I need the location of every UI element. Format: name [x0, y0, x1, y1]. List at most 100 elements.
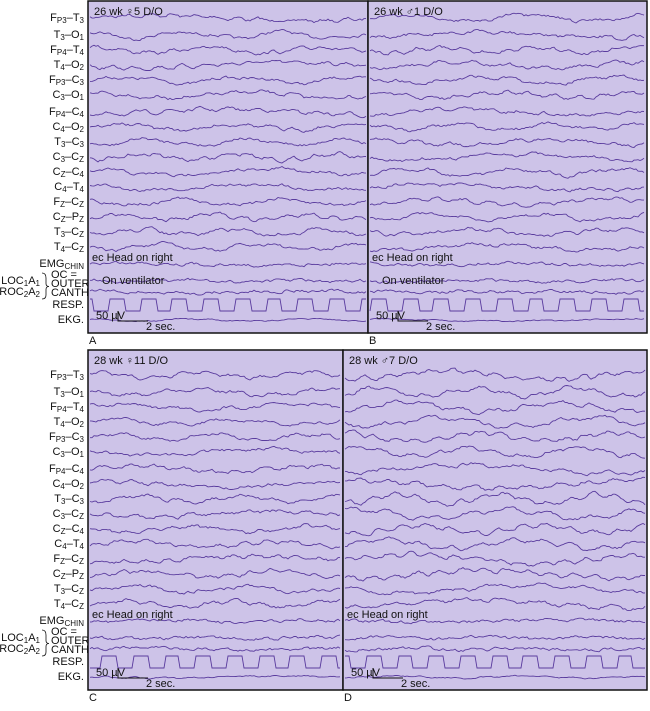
label-part: Z: [79, 557, 84, 566]
eeg-trace: [369, 289, 645, 295]
bracket-note: OC =: [51, 626, 77, 638]
label-part: F: [49, 431, 56, 443]
eeg-trace: [89, 105, 367, 119]
label-part: –C: [65, 493, 79, 505]
label-part: 3: [61, 230, 66, 239]
label-part: –O: [65, 478, 80, 490]
bracket-note: OUTER: [51, 278, 90, 290]
label-part: –O: [65, 121, 80, 133]
label-part: C: [52, 478, 60, 490]
label-part: –C: [65, 106, 79, 118]
label-part: T: [54, 136, 61, 148]
label-part: Z: [79, 230, 84, 239]
channel-label: EMGCHIN: [39, 258, 84, 271]
label-part: 3: [80, 16, 85, 25]
label-part: 4: [61, 602, 66, 611]
channel-label: LOC1A1: [1, 275, 40, 288]
eeg-trace: [89, 478, 341, 490]
channel-label: CZ–PZ: [53, 211, 84, 224]
channel-label: C3–CZ: [53, 508, 84, 521]
eeg-trace: [344, 399, 646, 416]
label-part: 3: [80, 373, 85, 382]
label-part: T: [54, 29, 61, 41]
eeg-trace: [344, 490, 646, 507]
label-part: –C: [65, 553, 79, 565]
panel-header: 26 wk ♂1 D/O: [374, 6, 443, 18]
scale-time: 2 sec.: [146, 678, 175, 690]
label-part: P4: [57, 405, 67, 414]
eeg-trace: [344, 445, 646, 459]
label-part: A: [28, 632, 36, 644]
label-part: 4: [80, 110, 85, 119]
eeg-trace: [369, 182, 645, 193]
label-part: 1: [36, 636, 41, 645]
eeg-trace: [90, 432, 341, 442]
channel-label: FP4–C4: [49, 106, 85, 119]
label-part: P4: [57, 48, 67, 57]
label-part: 3: [61, 512, 66, 521]
label-part: EKG.: [58, 314, 84, 326]
eeg-trace: [344, 617, 646, 625]
label-part: Z: [79, 155, 84, 164]
label-part: –C: [65, 431, 79, 443]
channel-label: FP3–C3: [49, 431, 85, 444]
label-part: 1: [24, 279, 29, 288]
label-part: 2: [36, 647, 41, 656]
channel-label: RESP.: [52, 656, 84, 668]
channel-label: EKG.: [58, 671, 84, 683]
bracket: [41, 272, 50, 300]
panel-background: [87, 349, 344, 691]
eeg-trace: [89, 445, 341, 457]
label-part: EMG: [39, 258, 64, 270]
eeg-trace: [89, 196, 367, 207]
label-part: F: [50, 369, 57, 381]
channel-label: EKG.: [58, 314, 84, 326]
eeg-trace: [89, 567, 341, 579]
channel-label: CZ–PZ: [53, 568, 84, 581]
label-part: C: [54, 538, 62, 550]
eeg-trace: [89, 417, 341, 427]
eeg-trace: [90, 655, 340, 669]
label-part: 3: [80, 435, 85, 444]
scale-bar: [117, 311, 148, 322]
panel-letter: C: [89, 692, 97, 704]
label-part: F: [50, 12, 57, 24]
label-part: F: [53, 196, 60, 208]
channel-label: C4–O2: [52, 478, 84, 491]
label-part: F: [53, 553, 60, 565]
label-part: P4: [56, 110, 66, 119]
label-part: 4: [80, 467, 85, 476]
annotation: ec Head on right: [92, 252, 173, 264]
annotation: On ventilator: [382, 275, 445, 287]
annotation: ec Head on right: [347, 609, 428, 621]
eeg-trace: [344, 645, 646, 653]
label-part: 3: [60, 33, 65, 42]
label-part: –T: [67, 181, 80, 193]
label-part: –C: [65, 226, 79, 238]
label-part: –O: [65, 59, 80, 71]
label-part: –C: [65, 136, 79, 148]
eeg-trace: [344, 522, 646, 537]
panel-letter: B: [369, 335, 376, 347]
eeg-trace: [369, 167, 645, 179]
label-part: C: [53, 568, 61, 580]
eeg-trace: [89, 387, 341, 398]
eeg-trace: [89, 634, 341, 641]
eeg-trace: [369, 298, 644, 312]
channel-label: RESP.: [52, 299, 84, 311]
bracket-note: OC =: [51, 269, 77, 281]
label-part: CHIN: [64, 262, 84, 271]
label-part: F: [49, 74, 56, 86]
eeg-trace: [369, 137, 645, 148]
scale-voltage: 50 µV: [351, 667, 381, 679]
eeg-trace: [89, 583, 341, 595]
eeg-trace: [89, 598, 341, 609]
label-part: T: [54, 241, 61, 253]
scale-time: 2 sec.: [401, 678, 430, 690]
label-part: RESP.: [52, 299, 84, 311]
label-part: –T: [67, 538, 80, 550]
label-part: ROC: [0, 643, 24, 655]
label-part: Z: [61, 527, 66, 536]
label-part: Z: [60, 200, 65, 209]
panel-letter: D: [344, 692, 352, 704]
